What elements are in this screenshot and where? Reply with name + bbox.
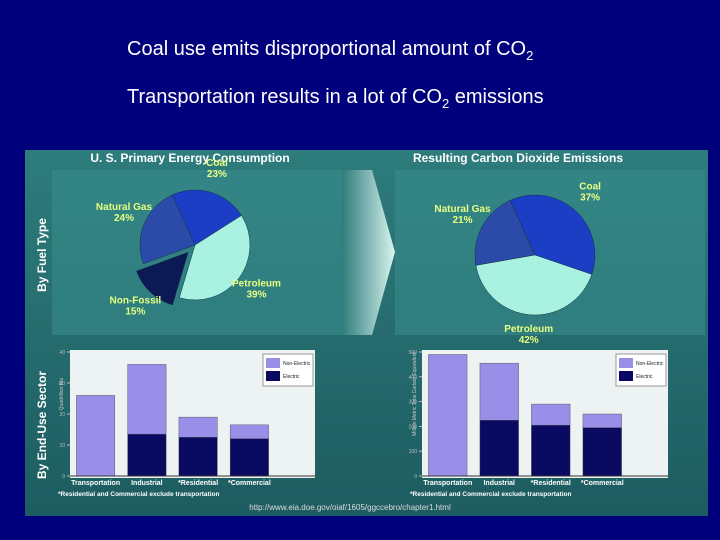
- y-axis-label: Million Metric Tons Carbon Equivalent: [412, 352, 418, 436]
- pie-slice: [475, 254, 593, 316]
- pie-slice: [509, 194, 596, 275]
- bar-segment: [582, 413, 622, 428]
- bar-segment: [428, 354, 468, 477]
- row-label: By Fuel Type: [35, 218, 49, 292]
- bar-segment: [531, 424, 571, 477]
- slice-label: Petroleum: [232, 278, 281, 289]
- y-tick-label: 0: [62, 474, 65, 480]
- y-tick-label: 30: [59, 381, 65, 387]
- slice-value: 21%: [452, 215, 472, 226]
- arrow: [342, 170, 395, 335]
- slice-value: 39%: [246, 289, 266, 300]
- y-tick-label: 10: [59, 443, 65, 449]
- x-tick-label: Transportation: [71, 480, 120, 487]
- headline-text: Coal use emits disproportional amount of…: [127, 38, 527, 60]
- headline: Coal use emits disproportional amount of…: [127, 38, 533, 63]
- bar-segment: [531, 403, 571, 426]
- pie-slice: [139, 194, 196, 265]
- subscript: 2: [526, 48, 534, 63]
- y-tick-label: 200: [409, 424, 418, 430]
- slice-label: Non-Fossil: [110, 295, 162, 306]
- legend-swatch: [266, 371, 280, 381]
- x-tick-label: *Commercial: [581, 480, 624, 487]
- headline-text: Transportation results in a lot of CO: [127, 86, 442, 108]
- x-tick-label: Industrial: [131, 480, 163, 487]
- bar-segment: [127, 364, 167, 435]
- headline: Transportation results in a lot of CO2 e…: [127, 86, 544, 111]
- legend-label: Electric: [283, 374, 300, 380]
- y-tick-label: 300: [409, 400, 418, 406]
- bar-segment: [229, 438, 269, 477]
- headline-text: emissions: [454, 86, 544, 108]
- y-axis-label: Quadrillion Btu: [59, 377, 65, 410]
- footnote: *Residential and Commercial exclude tran…: [410, 491, 571, 498]
- row-label: By End-Use Sector: [35, 371, 49, 479]
- chart-title: U. S. Primary Energy Consumption: [90, 151, 289, 165]
- slice-label: Natural Gas: [96, 202, 153, 213]
- slice-value: 37%: [580, 192, 600, 203]
- legend-label: Electric: [636, 374, 653, 380]
- slice-label: Coal: [206, 158, 228, 169]
- bar-segment: [178, 416, 218, 438]
- bar-segment: [479, 362, 519, 421]
- pie-slice: [171, 189, 242, 246]
- bar-segment: [178, 437, 218, 477]
- slice-label: Natural Gas: [434, 204, 491, 215]
- footnote: *Residential and Commercial exclude tran…: [58, 491, 219, 498]
- slice-label: Petroleum: [504, 324, 553, 335]
- bar-segment: [479, 420, 519, 477]
- slice-value: 42%: [519, 335, 539, 346]
- x-tick-label: *Residential: [178, 480, 218, 487]
- x-tick-label: Industrial: [483, 480, 515, 487]
- x-tick-label: *Commercial: [228, 480, 271, 487]
- source: http://www.eia.doe.gov/oiaf/1605/ggccebr…: [249, 503, 451, 512]
- bar-segment: [582, 427, 622, 477]
- legend-swatch: [619, 358, 633, 368]
- pie-slice: [474, 200, 536, 266]
- y-tick-label: 500: [409, 350, 418, 356]
- x-tick-label: *Residential: [531, 480, 571, 487]
- slice-value: 23%: [207, 169, 227, 180]
- bar-segment: [127, 433, 167, 477]
- slice-value: 24%: [114, 213, 134, 224]
- y-tick-label: 100: [409, 449, 418, 455]
- x-tick-label: Transportation: [423, 480, 472, 487]
- legend-label: Non-Electric: [636, 361, 664, 367]
- slice-value: 15%: [125, 306, 145, 317]
- legend-swatch: [619, 371, 633, 381]
- bar-segment: [229, 424, 269, 440]
- y-tick-label: 0: [414, 474, 417, 480]
- subscript: 2: [441, 96, 450, 111]
- legend-label: Non-Electric: [283, 361, 311, 367]
- slice-label: Coal: [579, 181, 601, 192]
- bar-segment: [76, 395, 116, 477]
- y-tick-label: 40: [59, 350, 65, 356]
- chart-title: Resulting Carbon Dioxide Emissions: [413, 151, 623, 165]
- y-tick-label: 20: [59, 412, 65, 418]
- pie-slice: [179, 215, 251, 301]
- pie-slice: [136, 251, 189, 306]
- y-tick-label: 400: [409, 375, 418, 381]
- legend-swatch: [266, 358, 280, 368]
